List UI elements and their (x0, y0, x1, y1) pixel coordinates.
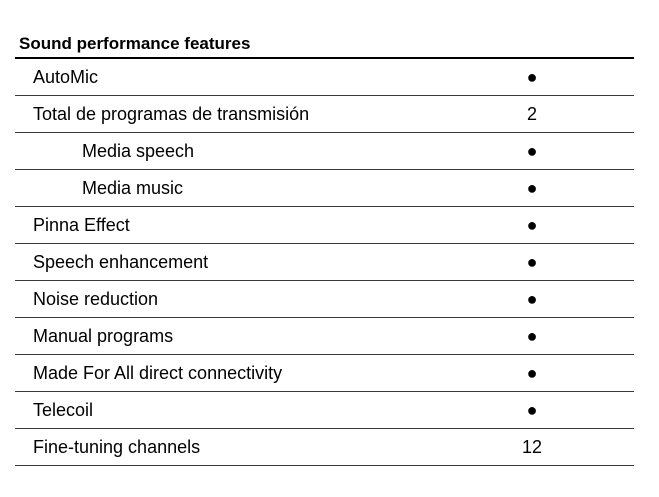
features-table: Sound performance features AutoMic ● Tot… (15, 30, 634, 466)
row-value: ● (526, 251, 538, 272)
row-label: Manual programs (33, 325, 174, 346)
row-value: ● (526, 399, 538, 420)
table-row-streaming-programs: Total de programas de transmisión 2 (15, 96, 634, 133)
table-row-telecoil: Telecoil ● (15, 392, 634, 429)
table-row-media-music: Media music ● (15, 170, 634, 207)
row-label: Media speech (82, 140, 195, 161)
row-value: ● (526, 325, 538, 346)
row-value: ● (526, 288, 538, 309)
table-row-pinna-effect: Pinna Effect ● (15, 207, 634, 244)
table-row-direct-connectivity: Made For All direct connectivity ● (15, 355, 634, 392)
row-label: AutoMic (33, 66, 99, 87)
row-value: ● (526, 66, 538, 87)
table-row-speech-enhancement: Speech enhancement ● (15, 244, 634, 281)
table-row-fine-tuning-channels: Fine-tuning channels 12 (15, 429, 634, 466)
row-value: ● (526, 214, 538, 235)
row-value: 2 (526, 103, 537, 124)
row-label: Total de programas de transmisión (33, 103, 310, 124)
table-row-media-speech: Media speech ● (15, 133, 634, 170)
row-value: ● (526, 362, 538, 383)
row-label: Fine-tuning channels (33, 436, 201, 457)
row-label: Noise reduction (33, 288, 159, 309)
table-row-automic: AutoMic ● (15, 59, 634, 96)
row-label: Media music (82, 177, 184, 198)
table-row-manual-programs: Manual programs ● (15, 318, 634, 355)
row-label: Speech enhancement (33, 251, 209, 272)
row-label: Pinna Effect (33, 214, 130, 235)
row-value: ● (526, 177, 538, 198)
row-value: ● (526, 140, 538, 161)
table-row-noise-reduction: Noise reduction ● (15, 281, 634, 318)
row-value: 12 (521, 436, 543, 457)
table-title: Sound performance features (15, 30, 634, 59)
row-label: Made For All direct connectivity (33, 362, 283, 383)
row-label: Telecoil (33, 399, 94, 420)
